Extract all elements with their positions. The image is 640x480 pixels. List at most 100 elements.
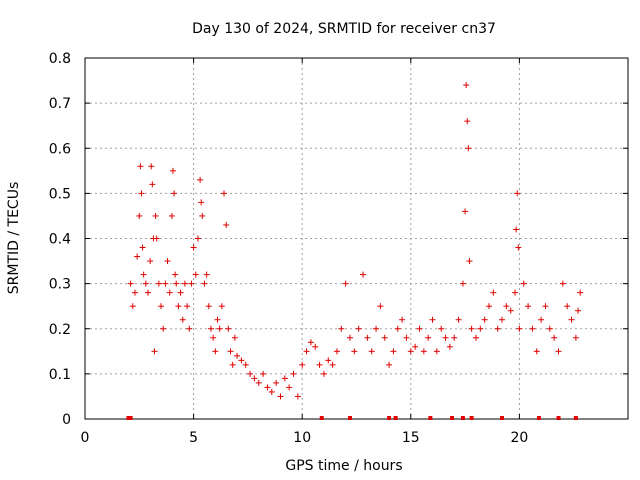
data-point: [542, 303, 549, 310]
data-point: [242, 361, 249, 368]
data-point: [499, 316, 506, 323]
data-point: [140, 271, 147, 278]
data-point: [290, 370, 297, 377]
data-point: [216, 325, 223, 332]
data-point: [223, 221, 230, 228]
data-point: [129, 303, 136, 310]
data-point: [212, 348, 219, 355]
data-point: [171, 190, 178, 197]
baseline-marker: [347, 416, 352, 420]
data-point: [286, 384, 293, 391]
data-point: [551, 334, 558, 341]
data-point: [559, 280, 566, 287]
data-point: [525, 303, 532, 310]
data-point: [227, 348, 234, 355]
data-point: [446, 343, 453, 350]
data-point: [546, 325, 553, 332]
data-point: [407, 348, 414, 355]
baseline-marker: [393, 416, 398, 420]
data-point: [251, 375, 258, 382]
data-point: [194, 235, 201, 242]
data-point: [468, 325, 475, 332]
data-point: [420, 348, 427, 355]
data-point: [462, 208, 469, 215]
data-point: [199, 212, 206, 219]
data-point: [433, 348, 440, 355]
data-point: [325, 357, 332, 364]
data-point: [158, 303, 165, 310]
data-point: [238, 357, 245, 364]
data-point: [190, 244, 197, 251]
data-point: [172, 271, 179, 278]
y-tick-label: 0.1: [49, 367, 71, 383]
data-point: [329, 361, 336, 368]
data-point: [247, 370, 254, 377]
data-point: [512, 289, 519, 296]
data-point: [210, 334, 217, 341]
data-point: [260, 370, 267, 377]
data-point: [131, 289, 138, 296]
data-point: [577, 289, 584, 296]
baseline-marker: [450, 416, 455, 420]
data-point: [485, 303, 492, 310]
data-point: [438, 325, 445, 332]
data-point: [268, 388, 275, 395]
x-tick-label: 15: [402, 430, 420, 446]
x-tick-label: 10: [293, 430, 311, 446]
baseline-marker: [319, 416, 324, 420]
data-point: [134, 253, 141, 260]
data-point: [205, 303, 212, 310]
data-point: [264, 384, 271, 391]
data-point: [277, 393, 284, 400]
data-point: [355, 325, 362, 332]
data-point: [364, 334, 371, 341]
data-point: [198, 199, 205, 206]
data-point: [149, 181, 156, 188]
data-point: [373, 325, 380, 332]
y-tick-label: 0.6: [49, 141, 71, 157]
y-tick-label: 0.8: [49, 51, 71, 67]
baseline-marker: [469, 416, 474, 420]
data-point: [139, 244, 146, 251]
data-point: [463, 82, 470, 89]
data-point: [307, 339, 314, 346]
data-point: [151, 348, 158, 355]
data-point: [390, 348, 397, 355]
data-point: [207, 325, 214, 332]
baseline-marker: [573, 416, 578, 420]
data-point: [516, 325, 523, 332]
data-point: [273, 379, 280, 386]
data-point: [197, 176, 204, 183]
data-point: [312, 343, 319, 350]
data-point: [481, 316, 488, 323]
data-point: [177, 289, 184, 296]
data-point: [381, 334, 388, 341]
data-point: [466, 258, 473, 265]
data-point: [342, 280, 349, 287]
baseline-marker: [536, 416, 541, 420]
x-tick-label: 0: [81, 430, 90, 446]
baseline-markers: [126, 416, 578, 420]
data-point: [338, 325, 345, 332]
data-point: [568, 316, 575, 323]
y-tick-label: 0.2: [49, 322, 71, 338]
data-point: [429, 316, 436, 323]
data-points: [127, 82, 584, 400]
data-point: [513, 226, 520, 233]
data-point: [281, 375, 288, 382]
axis-ticks: 0 5 10 15 20 0 0.1 0.2 0.3 0.4 0.5 0.6 0.7 0.8: [49, 51, 628, 446]
data-point: [538, 316, 545, 323]
data-point: [188, 280, 195, 287]
data-point: [529, 325, 536, 332]
data-point: [507, 307, 514, 314]
data-point: [351, 348, 358, 355]
chart-title: Day 130 of 2024, SRMTID for receiver cn3…: [192, 21, 496, 37]
data-point: [465, 145, 472, 152]
data-point: [464, 118, 471, 125]
data-point: [346, 334, 353, 341]
data-point: [225, 325, 232, 332]
data-point: [173, 280, 180, 287]
data-point: [179, 316, 186, 323]
data-point: [229, 361, 236, 368]
x-tick-label: 20: [510, 430, 528, 446]
